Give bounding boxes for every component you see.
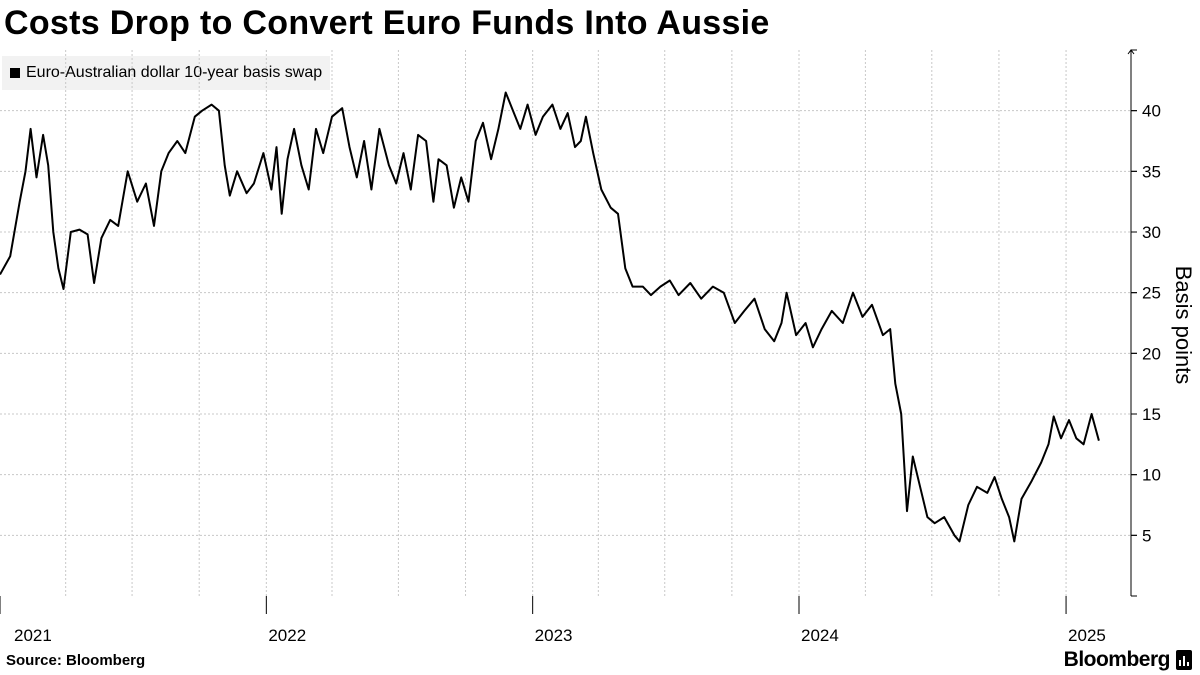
y-tick-label: 20 [1142, 344, 1161, 363]
brand-logo: Bloomberg [1064, 648, 1192, 672]
y-tick-label: 35 [1142, 162, 1161, 181]
chart-title: Costs Drop to Convert Euro Funds Into Au… [4, 4, 770, 42]
legend-swatch [10, 68, 20, 78]
legend: Euro-Australian dollar 10-year basis swa… [2, 56, 331, 90]
y-tick-label: 5 [1142, 526, 1151, 545]
y-tick-label: 40 [1142, 102, 1161, 121]
y-tick-label: 15 [1142, 405, 1161, 424]
y-tick-label: 30 [1142, 223, 1161, 242]
x-tick-label: 2023 [535, 626, 573, 645]
x-tick-label: 2021 [14, 626, 52, 645]
source-note: Source: Bloomberg [6, 652, 146, 669]
grid-layer [0, 50, 1131, 596]
x-tick-label: 2025 [1068, 626, 1106, 645]
series-line [0, 91, 1100, 543]
y-axis-arrow [1127, 49, 1135, 55]
x-tick-label: 2022 [268, 626, 306, 645]
x-tick-label: 2024 [801, 626, 839, 645]
y-tick-label: 10 [1142, 466, 1161, 485]
series-layer [0, 91, 1100, 543]
bloomberg-icon [1176, 650, 1192, 670]
y-tick-label: 25 [1142, 284, 1161, 303]
legend-label: Euro-Australian dollar 10-year basis swa… [26, 64, 323, 81]
brand-text: Bloomberg [1063, 648, 1171, 671]
y-axis-label: Basis points [1171, 266, 1196, 385]
